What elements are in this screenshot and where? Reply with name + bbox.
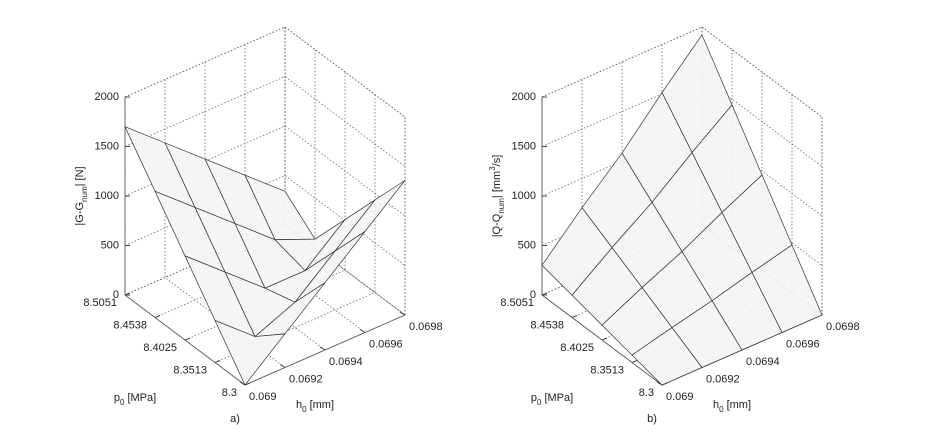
x-tick-label: 0.0696 — [369, 338, 403, 350]
z-tick-label: 0 — [113, 289, 119, 301]
x-axis-label-part: h — [713, 399, 719, 411]
surface-cell — [631, 327, 703, 386]
y-tick-label: 8.4538 — [113, 319, 147, 331]
z-axis-label-part: |G-G — [74, 202, 86, 226]
z-tick-label: 0 — [530, 289, 536, 301]
z-axis-label-part: 3 — [488, 166, 497, 171]
z-tick-label: 1500 — [95, 140, 119, 152]
z-axis-label-part: |Q-Q — [491, 213, 503, 237]
x-axis-label-part: 0 — [719, 405, 724, 414]
tick-mark — [359, 329, 366, 333]
grid-line — [124, 26, 406, 118]
grid-line — [124, 97, 246, 386]
x-axis-label: h0 [mm] — [296, 399, 334, 414]
x-axis-label-part: [mm] — [307, 399, 335, 411]
y-tick-label: 8.3513 — [173, 364, 207, 376]
x-axis-label-part: 0 — [302, 405, 307, 414]
z-axis-label-part: /s] — [491, 155, 503, 167]
x-tick-label: 0.0698 — [409, 321, 443, 333]
y-tick-label: 8.3513 — [590, 364, 624, 376]
y-tick-label: 8.4025 — [143, 342, 177, 354]
tick-mark — [124, 292, 131, 296]
y-tick-label: 8.4025 — [560, 342, 594, 354]
y-tick-label: 8.5051 — [83, 297, 117, 309]
grid-line — [244, 44, 366, 333]
tick-mark — [399, 311, 406, 316]
z-axis-label: |Q-Qnum| [mm3/s] — [488, 155, 506, 238]
x-tick-label: 0.069 — [249, 391, 277, 403]
x-tick-label: 0.0692 — [706, 373, 740, 385]
z-tick-label: 2000 — [512, 91, 536, 103]
z-tick-label: 1500 — [512, 140, 536, 152]
x-axis-label-part: h — [296, 399, 302, 411]
x-tick-label: 0.0694 — [746, 356, 780, 368]
y-tick-label: 8.5051 — [500, 297, 534, 309]
y-axis-label-part: 0 — [537, 398, 542, 407]
x-axis-label-part: [mm] — [724, 399, 752, 411]
tick-mark — [319, 346, 326, 351]
y-tick-label: 8.3 — [222, 387, 237, 399]
tick-mark — [279, 364, 286, 368]
tick-mark — [244, 382, 251, 386]
y-axis-label-part: p — [531, 392, 537, 404]
grid-line — [284, 27, 406, 316]
tick-mark — [239, 381, 246, 386]
z-axis-label-part: | [mm — [491, 171, 503, 198]
panel-label: a) — [230, 413, 240, 425]
tick-mark — [571, 315, 578, 318]
grid-line — [541, 97, 663, 386]
panel-label: b) — [647, 413, 657, 425]
y-axis-label-part: [MPa] — [541, 392, 573, 404]
z-tick-label: 1000 — [95, 190, 119, 202]
tick-mark — [631, 360, 638, 363]
y-axis-label: p0 [MPa] — [114, 392, 156, 407]
z-axis-label: |G-Gnum| [N] — [74, 166, 89, 225]
x-tick-label: 0.0698 — [826, 321, 860, 333]
surface-cell — [214, 319, 286, 386]
y-tick-label: 8.3 — [639, 387, 654, 399]
x-axis-label: h0 [mm] — [713, 399, 751, 414]
z-axis-label-part: num — [80, 186, 89, 202]
tick-mark — [184, 337, 191, 341]
tick-mark — [214, 360, 221, 363]
y-axis-label: p0 [MPa] — [531, 392, 573, 407]
z-tick-label: 1000 — [512, 190, 536, 202]
tick-mark — [601, 337, 608, 341]
z-tick-label: 2000 — [95, 91, 119, 103]
tick-mark — [154, 315, 161, 318]
x-tick-label: 0.0692 — [289, 373, 323, 385]
surface-cell — [334, 180, 406, 252]
x-tick-label: 0.0696 — [786, 338, 820, 350]
z-axis-label-part: num — [497, 198, 506, 214]
y-axis-label-part: [MPa] — [124, 392, 156, 404]
z-axis-label-part: | [N] — [74, 166, 86, 186]
y-axis-label-part: 0 — [120, 398, 125, 407]
z-tick-label: 500 — [101, 239, 119, 251]
x-tick-label: 0.069 — [666, 391, 694, 403]
y-tick-label: 8.4538 — [530, 319, 564, 331]
tick-mark — [541, 292, 548, 296]
z-tick-label: 500 — [518, 239, 536, 251]
y-axis-label-part: p — [114, 392, 120, 404]
x-tick-label: 0.0694 — [329, 356, 363, 368]
